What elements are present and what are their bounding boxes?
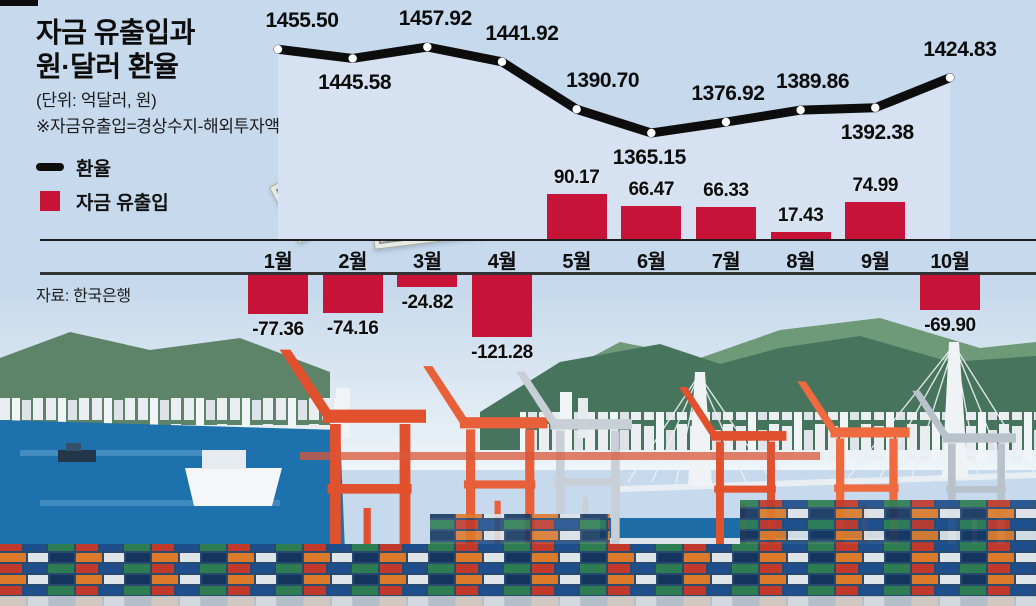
line-value-label: 1390.70: [566, 69, 640, 93]
bar-value-label: -121.28: [471, 342, 533, 364]
photo-ship-superstructure: [202, 450, 246, 469]
month-label: 6월: [637, 251, 666, 273]
month-label: 3월: [413, 251, 442, 273]
legend-item-line: 환율: [36, 150, 169, 184]
bar-value-label: -77.36: [252, 319, 304, 341]
photo-white-ship: [185, 468, 282, 506]
bar-value-label: 90.17: [553, 167, 600, 189]
axis-line-upper: [40, 239, 1036, 241]
line-point: [497, 57, 507, 67]
exchange-rate-line-chart: [273, 42, 955, 241]
bar: [546, 194, 607, 241]
bar: [322, 274, 383, 313]
line-point: [572, 105, 581, 114]
bar-value-label: 17.43: [777, 204, 824, 226]
bar: [695, 206, 756, 241]
line-point: [721, 117, 731, 127]
month-label: 1월: [263, 251, 293, 273]
line-value-label: 1376.92: [691, 82, 765, 106]
month-label: 9월: [861, 251, 890, 273]
photo-tower: [578, 398, 588, 438]
line-value-label: 1424.83: [923, 37, 997, 61]
bar-value-label: 66.33: [703, 179, 749, 201]
line-value-label: 1365.15: [612, 145, 687, 169]
line-value-label: 1441.92: [485, 21, 559, 45]
bar-value-label: 74.99: [852, 175, 899, 196]
photo-gantry-beam: [300, 452, 820, 460]
line-value-label: 1445.58: [318, 71, 392, 95]
legend-bar-label: 자금 유출입: [76, 192, 169, 214]
line-point: [945, 73, 955, 82]
photo-container-stack: [740, 500, 1036, 546]
legend-line-label: 환율: [76, 158, 111, 180]
bar: [770, 231, 831, 241]
month-label: 10월: [930, 251, 970, 273]
line-value-label: 1455.50: [265, 9, 339, 33]
month-label: 8월: [786, 251, 815, 273]
month-label: 7월: [711, 251, 741, 273]
line-value-label: 1392.38: [840, 120, 915, 144]
photo-bridge-cables: [627, 344, 1035, 484]
month-label: 5월: [562, 251, 591, 273]
bar: [397, 274, 458, 287]
legend-item-bar: 자금 유출입: [36, 184, 169, 218]
bar: [919, 274, 980, 311]
photo-tugboat: [58, 450, 96, 462]
page-title: 자금 유출입과 원·달러 환율: [36, 16, 195, 84]
legend: 환율 자금 유출입: [36, 150, 169, 218]
month-label: 4월: [487, 251, 517, 273]
bar-value-label: -74.16: [326, 317, 379, 339]
month-label: 2월: [338, 251, 367, 273]
title-line-1: 자금 유출입과: [36, 17, 195, 48]
title-line-2: 원·달러 환율: [36, 51, 179, 82]
photo-sea: [0, 420, 345, 552]
bar: [621, 206, 682, 241]
bar: [845, 202, 906, 241]
bar-value-label: -69.90: [924, 315, 976, 337]
source-credit: 자료: 한국은행: [36, 288, 131, 305]
bar-value-label: 66.47: [628, 179, 675, 201]
bar: [248, 274, 308, 315]
line-area-fill: [278, 47, 950, 241]
exchange-rate-line: [273, 42, 955, 138]
line-value-label: 1457.92: [398, 7, 473, 30]
busan-port-photo: [0, 300, 1036, 606]
line-point: [423, 42, 432, 52]
line-point: [871, 103, 880, 112]
line-point: [647, 128, 656, 138]
line-value-label: 1389.86: [776, 70, 850, 94]
bar-value-label: -24.82: [401, 291, 454, 313]
photo-tugboat-cabin: [66, 443, 81, 451]
line-point: [348, 54, 357, 63]
definition-note: ※자금유출입=경상수지-해외투자액: [36, 117, 280, 136]
photo-container-yard: [0, 544, 1036, 606]
corner-tick: [0, 0, 38, 6]
bar: [471, 274, 532, 338]
photo-bottom-blur: [0, 596, 1036, 606]
bar-swatch-icon: [40, 191, 60, 211]
line-point: [273, 45, 283, 54]
line-point: [796, 105, 805, 115]
unit-note: (단위: 억달러, 원): [36, 91, 157, 110]
photo-container-stack: [430, 514, 610, 548]
line-swatch-icon: [36, 163, 64, 171]
axis-line-lower: [40, 272, 1036, 275]
